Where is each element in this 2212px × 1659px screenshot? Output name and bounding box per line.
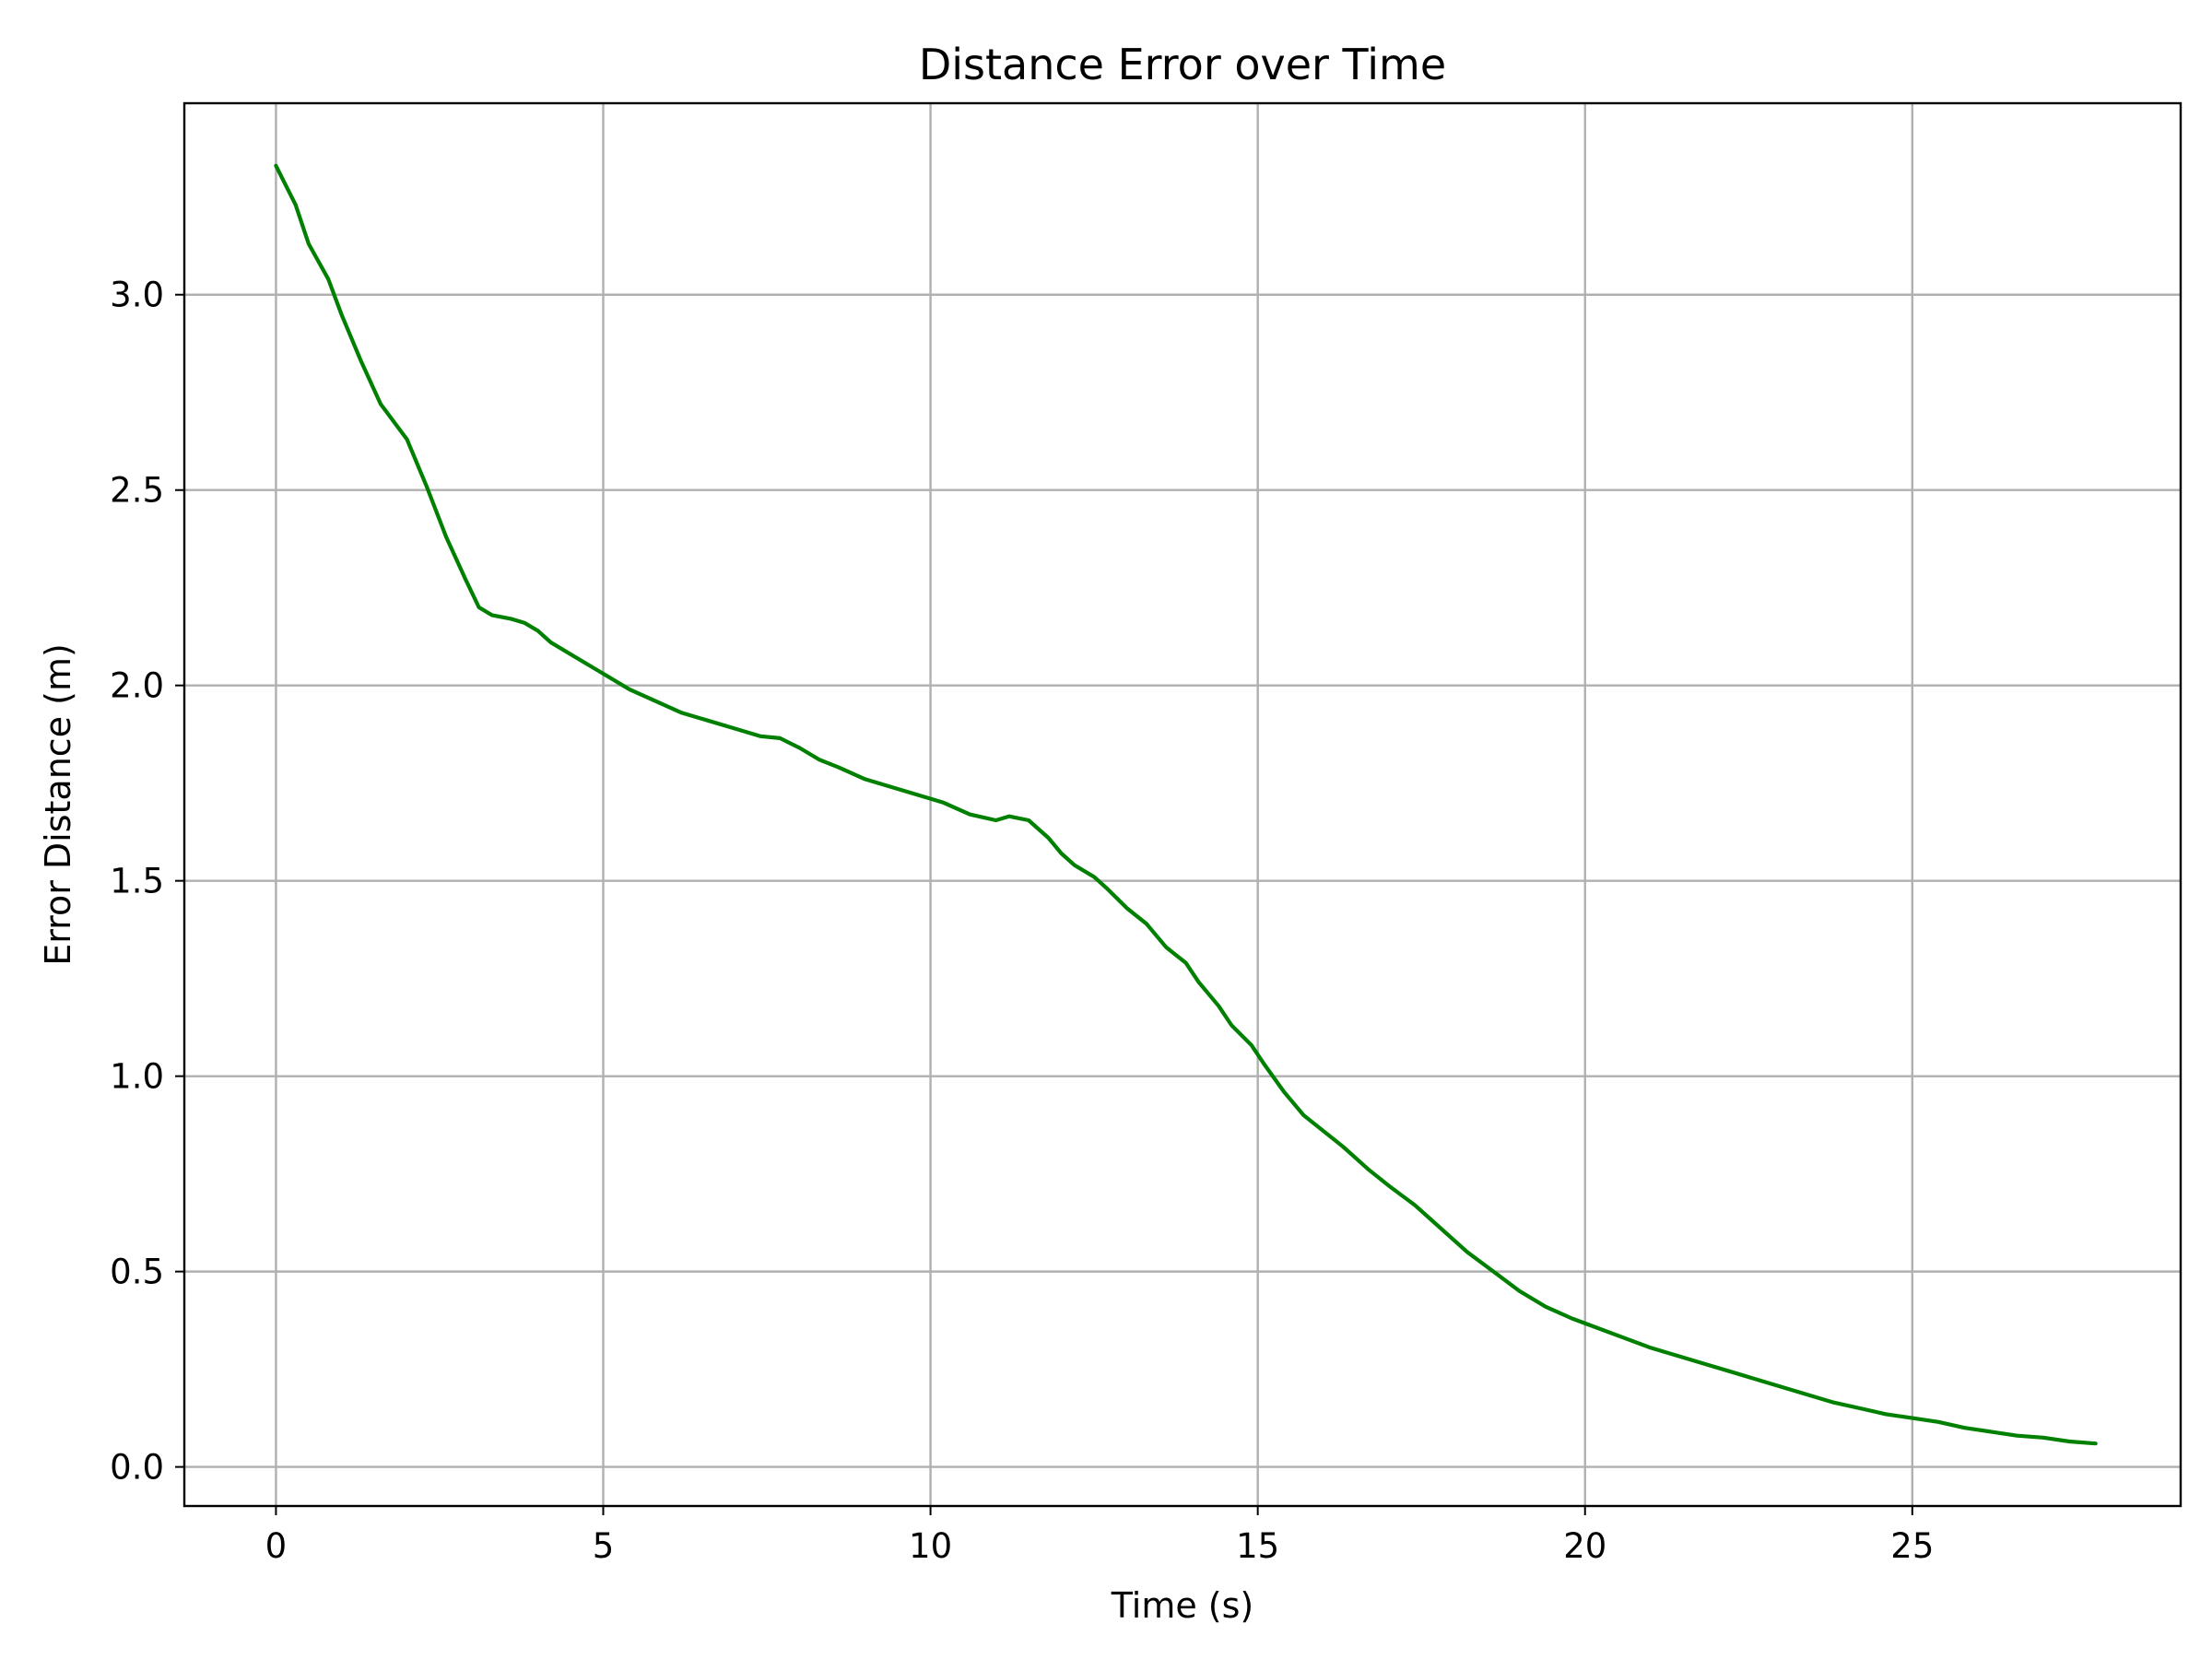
x-tick-label: 25 [1890,1526,1934,1566]
axis-ticks: 0 5 10 15 20 25 0.0 0.5 1.0 1.5 2.0 2.5 3.0 [110,276,1934,1566]
y-tick-label: 1.0 [110,1057,164,1097]
y-tick-label: 3.0 [110,276,164,315]
series-line [274,163,2098,1446]
y-tick-label: 2.0 [110,666,164,706]
x-tick-label: 10 [909,1526,952,1566]
series-layer [274,163,2098,1446]
y-axis-label: Error Distance (m) [38,643,78,966]
plot-frame [182,101,2183,1508]
y-tick-label: 0.0 [110,1448,164,1488]
chart-title: Distance Error over Time [919,40,1446,89]
y-tick-label: 0.5 [110,1253,164,1292]
y-tick-label: 2.5 [110,471,164,511]
grid-lines [184,103,2181,1506]
x-tick-label: 20 [1563,1526,1606,1566]
x-tick-label: 0 [265,1526,288,1566]
y-tick-label: 1.5 [110,862,164,901]
x-axis-label: Time (s) [1111,1585,1254,1626]
x-tick-label: 5 [593,1526,615,1566]
x-tick-label: 15 [1236,1526,1279,1566]
